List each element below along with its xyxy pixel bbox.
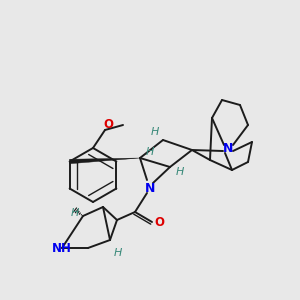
Text: H: H [146, 147, 154, 157]
Text: O: O [154, 217, 164, 230]
Text: H: H [71, 208, 79, 218]
Text: O: O [103, 118, 113, 131]
Polygon shape [70, 158, 140, 164]
Text: N: N [145, 182, 155, 194]
Text: H: H [151, 127, 159, 137]
Text: H: H [176, 167, 184, 177]
Text: H: H [114, 248, 122, 258]
Text: NH: NH [52, 242, 72, 254]
Text: N: N [223, 142, 233, 154]
